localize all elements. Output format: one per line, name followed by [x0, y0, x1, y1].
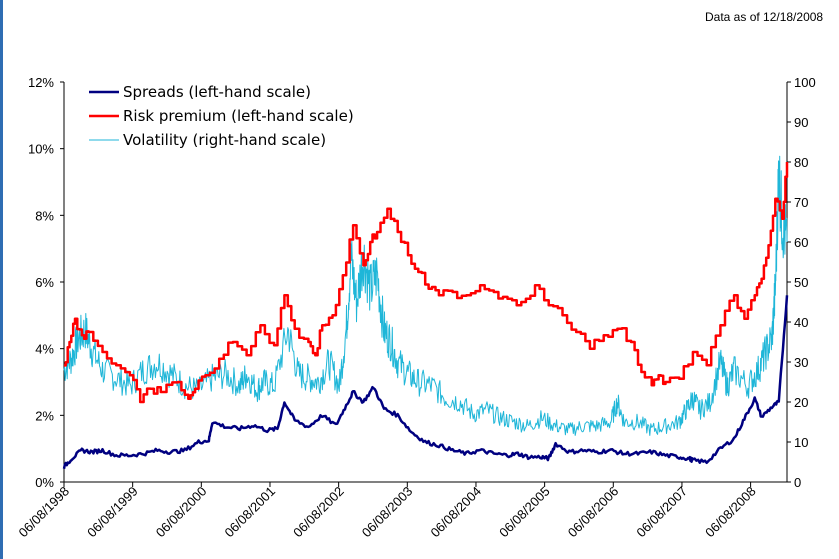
right-tick-label: 50 — [794, 275, 808, 290]
legend: Spreads (left-hand scale) Risk premium (… — [89, 83, 354, 149]
right-axis-ticks: 0 10 20 30 40 50 60 70 80 90 100 — [787, 75, 816, 490]
right-tick-label: 100 — [794, 75, 816, 90]
legend-label-volatility: Volatility (right-hand scale) — [123, 131, 326, 149]
series-volatility-line — [63, 155, 788, 436]
data-as-of-stamp: Data as of 12/18/2008 — [705, 10, 823, 24]
left-window-edge — [0, 0, 3, 559]
legend-label-risk-premium: Risk premium (left-hand scale) — [123, 107, 354, 125]
x-tick-label: 06/08/2007 — [633, 484, 690, 541]
x-tick-label: 06/08/2006 — [565, 484, 622, 541]
x-tick-label: 06/08/1998 — [15, 484, 72, 541]
x-tick-label: 06/08/2000 — [153, 484, 210, 541]
series-risk-premium-line — [64, 162, 789, 404]
left-tick-label: 0% — [35, 475, 54, 490]
left-tick-label: 8% — [35, 208, 54, 223]
right-tick-label: 90 — [794, 115, 808, 130]
series-layer — [62, 155, 789, 470]
right-tick-label: 60 — [794, 235, 808, 250]
left-tick-label: 6% — [35, 275, 54, 290]
right-tick-label: 40 — [794, 315, 808, 330]
left-axis-ticks: 0% 2% 4% 6% 8% 10% 12% — [28, 75, 64, 490]
right-tick-label: 70 — [794, 195, 808, 210]
right-tick-label: 0 — [794, 475, 801, 490]
series-spreads-line — [62, 295, 789, 470]
left-tick-label: 4% — [35, 342, 54, 357]
x-tick-label: 06/08/2003 — [359, 484, 416, 541]
x-tick-label: 06/08/2008 — [702, 484, 759, 541]
x-tick-label: 06/08/2002 — [290, 484, 347, 541]
right-tick-label: 20 — [794, 395, 808, 410]
legend-label-spreads: Spreads (left-hand scale) — [123, 83, 311, 101]
left-tick-label: 10% — [28, 142, 54, 157]
x-axis-ticks: 06/08/1998 06/08/1999 06/08/2000 06/08/2001… — [15, 482, 759, 541]
x-tick-label: 06/08/2001 — [221, 484, 278, 541]
x-tick-label: 06/08/2005 — [496, 484, 553, 541]
x-tick-label: 06/08/1999 — [84, 484, 141, 541]
left-tick-label: 12% — [28, 75, 54, 90]
left-tick-label: 2% — [35, 408, 54, 423]
right-tick-label: 30 — [794, 355, 808, 370]
right-tick-label: 80 — [794, 155, 808, 170]
x-tick-label: 06/08/2004 — [427, 484, 484, 541]
right-tick-label: 10 — [794, 435, 808, 450]
